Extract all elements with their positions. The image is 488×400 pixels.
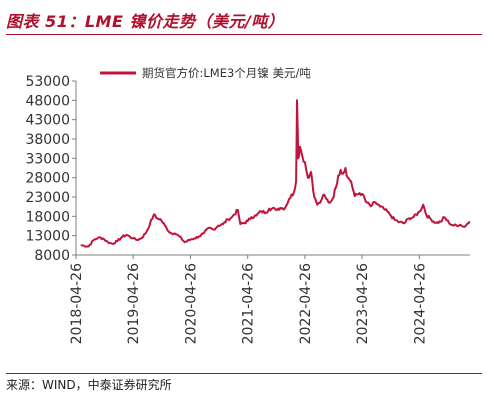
x-tick-label: 2021-04-26	[241, 263, 257, 344]
nickel-price-chart: 期货官方价:LME3个月镍 美元/吨 8000 13000 18000 23000 28…	[25, 66, 471, 344]
series-line-lme-nickel	[80, 99, 471, 248]
page-title: 图表 51：LME 镍价走势（美元/吨）	[6, 12, 285, 31]
y-tick-label: 13000	[25, 229, 70, 245]
legend-label: 期货官方价:LME3个月镍 美元/吨	[142, 66, 311, 80]
y-tick-label: 28000	[25, 171, 70, 187]
y-tick-label: 18000	[25, 209, 70, 225]
footer-divider	[6, 373, 482, 374]
y-tick-label: 53000	[25, 74, 70, 90]
y-tick-label: 33000	[25, 151, 70, 167]
y-tick-label: 8000	[34, 248, 70, 264]
y-tick-label: 23000	[25, 190, 70, 206]
y-tick-label: 48000	[25, 93, 70, 109]
x-tick-label: 2019-04-26	[126, 263, 142, 344]
y-tick-label: 43000	[25, 113, 70, 129]
title-divider	[6, 34, 482, 35]
chart-legend: 期货官方价:LME3个月镍 美元/吨	[100, 66, 311, 80]
chart-axes	[75, 81, 470, 256]
x-tick-label: 2024-04-26	[412, 263, 428, 344]
y-tick-label: 38000	[25, 132, 70, 148]
x-tick-label: 2020-04-26	[184, 263, 200, 344]
y-axis-ticks: 8000 13000 18000 23000 28000 33000 38000 43000 4…	[25, 74, 76, 264]
x-tick-label: 2023-04-26	[355, 263, 371, 344]
x-tick-label: 2018-04-26	[69, 263, 85, 344]
x-tick-label: 2022-04-26	[298, 263, 314, 344]
source-note: 来源：WIND，中泰证券研究所	[6, 378, 172, 392]
x-axis-ticks: 2018-04-26 2019-04-26 2020-04-26 2021-04-26…	[69, 255, 428, 344]
